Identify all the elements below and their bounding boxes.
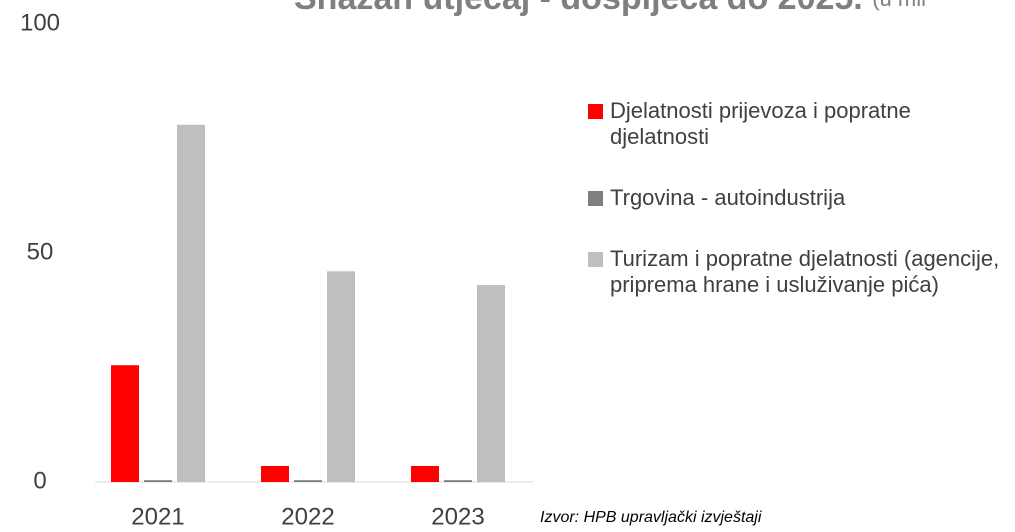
legend-item: Djelatnosti prijevoza i popratne djelatn… [588, 98, 1013, 150]
bar [294, 480, 322, 482]
legend-label: Turizam i popratne djelatnosti (agencije… [610, 246, 1000, 297]
y-tick-label: 0 [33, 467, 46, 494]
legend-swatch [588, 191, 603, 206]
title-note: (u mil [872, 0, 926, 11]
bar [144, 480, 172, 482]
legend-label: Trgovina - autoindustrija [610, 185, 846, 210]
legend-swatch [588, 104, 603, 119]
legend-swatch [588, 252, 603, 267]
bar [177, 124, 205, 482]
bar [411, 465, 439, 482]
x-tick-label: 2022 [281, 503, 334, 530]
y-tick-label: 50 [27, 238, 54, 265]
y-tick-label: 100 [20, 9, 60, 36]
bar [111, 365, 139, 482]
source: Izvor: HPB upravljački izvještaji [540, 509, 762, 526]
bar [477, 285, 505, 482]
legend: Djelatnosti prijevoza i popratne djelatn… [588, 98, 1013, 333]
bar [261, 465, 289, 482]
x-tick-label: 2021 [131, 503, 184, 530]
legend-label: Djelatnosti prijevoza i popratne djelatn… [610, 98, 911, 149]
legend-item: Trgovina - autoindustrija [588, 185, 1013, 211]
legend-item: Turizam i popratne djelatnosti (agencije… [588, 246, 1013, 298]
chart-title: Snažan utjecaj - dospijeća do 2025. (u m… [294, 0, 926, 17]
x-tick-label: 2023 [431, 503, 484, 530]
bar [327, 271, 355, 482]
title: Snažan utjecaj - dospijeća do 2025. [294, 0, 863, 17]
bar [444, 480, 472, 482]
